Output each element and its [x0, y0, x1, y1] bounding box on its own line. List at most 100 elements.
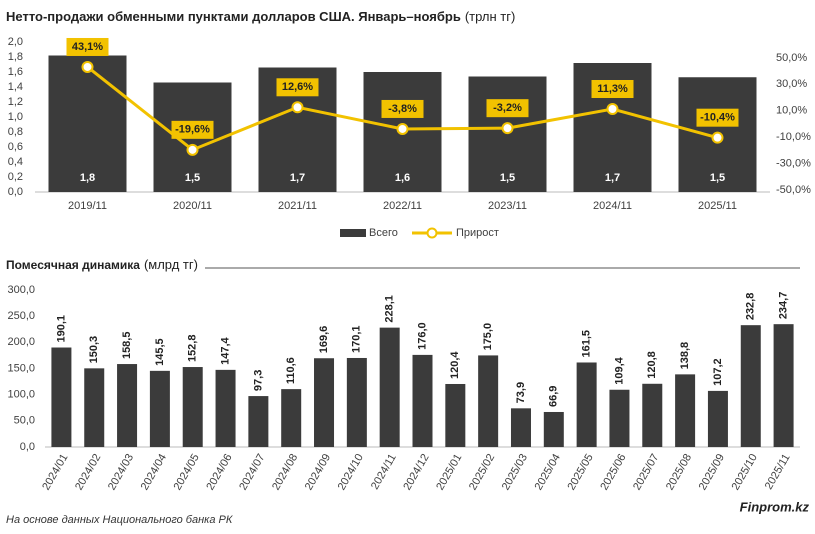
chart-title: Нетто-продажи обменными пунктами долларо… — [6, 9, 515, 24]
line-value-label: -19,6% — [175, 124, 210, 136]
bar-value-label: 176,0 — [416, 322, 428, 350]
line-marker — [291, 101, 304, 114]
bar — [215, 369, 236, 447]
bar — [314, 358, 335, 447]
x-tick-label: 2025/04 — [533, 452, 563, 492]
bar-value-label: 169,6 — [318, 326, 330, 354]
bar — [445, 383, 466, 447]
x-tick-label: 2019/11 — [68, 200, 107, 212]
y2-tick-label: -10,0% — [776, 131, 811, 143]
title-unit: (млрд тг) — [144, 257, 198, 272]
bar — [773, 324, 794, 447]
x-tick-label: 2025/01 — [434, 452, 464, 492]
bar — [543, 411, 564, 447]
y-tick-label: 2,0 — [8, 36, 23, 48]
x-tick-label: 2025/02 — [467, 452, 497, 492]
y-tick-label: 0,8 — [8, 126, 23, 138]
bar-value-label: 138,8 — [679, 342, 691, 370]
line-marker — [186, 143, 199, 156]
bar-value-label: 175,0 — [482, 323, 494, 351]
bar — [707, 390, 728, 447]
bar-value-label: 1,7 — [605, 172, 620, 184]
title-main: Помесячная динамика — [6, 258, 140, 272]
y-tick-label: 100,0 — [7, 389, 35, 401]
bar — [642, 383, 663, 447]
x-tick-label: 2025/10 — [730, 452, 760, 492]
bar-value-label: 232,8 — [745, 293, 757, 321]
bar — [412, 354, 433, 447]
y-tick-label: 0,4 — [8, 156, 23, 168]
bar-value-label: 107,2 — [712, 358, 724, 386]
y-tick-label: 250,0 — [7, 310, 35, 322]
bar — [346, 357, 367, 447]
y2-tick-label: -30,0% — [776, 157, 811, 169]
bar-value-label: 147,4 — [219, 336, 231, 364]
bar-value-label: 158,5 — [121, 332, 133, 360]
x-tick-label: 2024/10 — [336, 452, 366, 492]
label-box — [381, 99, 424, 118]
bar-value-label: 73,9 — [515, 382, 527, 403]
bar-value-label: 150,3 — [88, 336, 100, 364]
x-tick-label: 2024/11 — [369, 452, 399, 492]
bar-value-label: 110,6 — [285, 357, 297, 384]
x-tick-label: 2024/02 — [73, 452, 103, 492]
bar-value-label: 109,4 — [613, 356, 625, 384]
legend-swatch — [340, 229, 366, 237]
bar-value-label: 97,3 — [252, 370, 264, 391]
y-tick-label: 150,0 — [7, 362, 35, 374]
x-tick-label: 2025/03 — [500, 452, 530, 492]
line-value-label: -3,8% — [388, 103, 417, 115]
bar — [468, 76, 547, 192]
bar — [117, 364, 138, 447]
line-marker — [606, 103, 619, 116]
y-tick-label: 0,2 — [8, 171, 23, 183]
bar — [576, 362, 597, 447]
y-tick-label: 1,4 — [8, 81, 23, 93]
bar-value-label: 190,1 — [55, 315, 67, 343]
title-main: Нетто-продажи обменными пунктами долларо… — [6, 9, 461, 24]
y2-tick-label: 10,0% — [776, 105, 807, 117]
bar-value-label: 234,7 — [777, 292, 789, 320]
bar — [182, 367, 203, 447]
x-tick-label: 2025/08 — [664, 452, 694, 492]
line-marker — [501, 122, 514, 135]
x-tick-label: 2025/07 — [631, 452, 661, 492]
label-box — [171, 120, 214, 139]
bar-value-label: 1,5 — [500, 172, 515, 184]
line-marker — [396, 122, 409, 135]
source-note: На основе данных Национального банка РК — [6, 514, 233, 526]
y-tick-label: 0,0 — [8, 186, 23, 198]
x-tick-label: 2024/06 — [204, 452, 234, 492]
x-tick-label: 2024/07 — [237, 452, 267, 492]
bar-value-label: 152,8 — [187, 335, 199, 363]
bar — [48, 55, 127, 192]
bar — [609, 389, 630, 447]
bar-value-label: 1,5 — [185, 172, 200, 184]
x-tick-label: 2023/11 — [488, 200, 527, 212]
line-value-label: -3,2% — [493, 102, 522, 114]
x-tick-label: 2025/05 — [565, 452, 595, 492]
y-tick-label: 1,6 — [8, 66, 23, 78]
x-tick-label: 2021/11 — [278, 200, 317, 212]
x-tick-label: 2025/11 — [698, 200, 737, 212]
line-marker — [81, 60, 94, 73]
x-tick-label: 2024/12 — [401, 452, 431, 492]
bar-value-label: 145,5 — [154, 338, 166, 366]
bar-value-label: 1,8 — [80, 172, 95, 184]
y-tick-label: 1,8 — [8, 51, 23, 63]
x-tick-label: 2025/06 — [598, 452, 628, 492]
bar-value-label: 228,1 — [384, 295, 396, 323]
bar — [84, 368, 105, 447]
line-value-label: 12,6% — [282, 81, 313, 93]
x-tick-label: 2020/11 — [173, 200, 212, 212]
bar — [510, 408, 531, 447]
bar-value-label: 66,9 — [548, 386, 560, 407]
legend-marker — [426, 227, 438, 239]
legend-label: Прирост — [456, 227, 499, 239]
bar-value-label: 120,8 — [646, 351, 658, 379]
line-value-label: 43,1% — [72, 41, 103, 53]
x-tick-label: 2024/01 — [40, 452, 70, 492]
y-tick-label: 1,2 — [8, 96, 23, 108]
x-tick-label: 2024/04 — [139, 452, 169, 492]
bar — [51, 347, 72, 447]
